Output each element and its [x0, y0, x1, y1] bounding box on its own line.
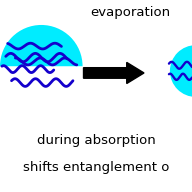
Text: shifts entanglement o: shifts entanglement o: [23, 161, 169, 174]
Wedge shape: [0, 25, 83, 66]
Text: evaporation: evaporation: [90, 6, 171, 19]
Wedge shape: [170, 45, 192, 97]
Polygon shape: [84, 62, 144, 84]
Text: during absorption: during absorption: [37, 134, 155, 147]
